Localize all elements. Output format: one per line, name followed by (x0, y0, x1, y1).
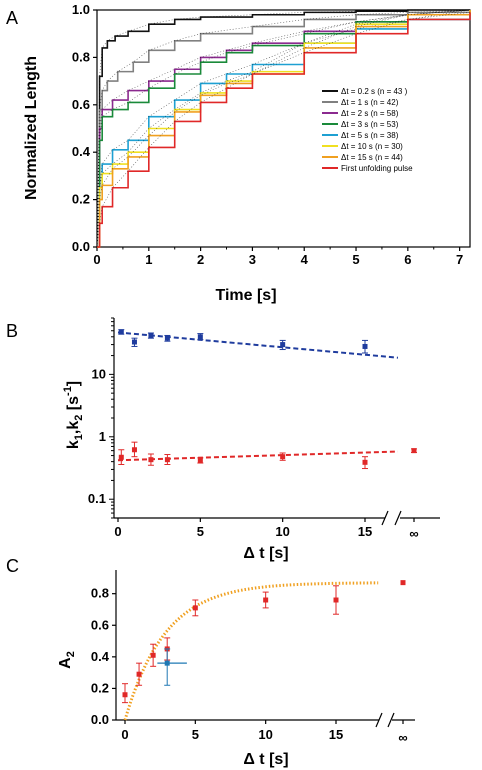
panel-a-x-tick-label: 1 (145, 252, 152, 267)
panel-b-data-point (164, 335, 170, 341)
panel-b-chart: 0 5 10 15 ∞ 0.1 1 10 Δ t [s] k1,k2 [s-1] (62, 317, 440, 562)
panel-b-y-label: k1,k2 [s-1] (62, 381, 85, 449)
panel-c-x-tick-label: 0 (121, 727, 128, 742)
panel-b-data-point (131, 339, 137, 345)
panel-a-fit-line (96, 9, 471, 248)
panel-c-y-tick-label: 0.0 (91, 712, 109, 727)
panel-a-frame (96, 9, 471, 248)
panel-b-y-tick-label: 1 (99, 429, 106, 444)
panel-a-fit-line (96, 12, 471, 248)
panel-c-data-point (150, 652, 156, 658)
panel-c-y-tick-label: 0.8 (91, 586, 109, 601)
panel-a-series-line (97, 12, 471, 248)
panel-label-b: B (6, 321, 18, 341)
panel-b-y-tick-label: 10 (92, 366, 106, 381)
panel-a-y-tick-label: 1.0 (72, 2, 90, 17)
panel-b-fit-line (117, 450, 398, 462)
panel-b-data-point (411, 448, 417, 454)
panel-b-data-point (280, 454, 286, 460)
panel-a-series-line (97, 10, 471, 248)
panel-a-x-tick-label: 3 (249, 252, 256, 267)
panel-c-y-tick-label: 0.6 (91, 617, 109, 632)
panel-c-x-tick-label: 5 (192, 727, 199, 742)
panel-b-data-point (362, 459, 368, 465)
panel-a-legend-label: Δt = 1 s (n = 42) (341, 98, 399, 107)
panel-b-axis-break-mark (381, 510, 389, 526)
panel-b-x-tick-label: 15 (358, 524, 372, 539)
panel-b-data-point (197, 457, 203, 463)
panel-b-x-tick-label: 10 (275, 524, 289, 539)
panel-a-y-label: Normalized Length (23, 56, 40, 200)
panel-a-legend-label: Δt = 2 s (n = 58) (341, 109, 399, 118)
panel-c-y-label: A2 (57, 651, 77, 669)
panel-a-y-tick-label: 0.0 (72, 239, 90, 254)
panel-label-a: A (6, 8, 18, 28)
panel-a-legend-label: Δt = 5 s (n = 38) (341, 131, 399, 140)
panel-c-x-tick-label: ∞ (398, 730, 407, 745)
panel-b-data-point (118, 329, 124, 335)
panel-c-axis-break-mark (375, 712, 383, 728)
panel-b-x-tick-label: ∞ (409, 526, 418, 541)
panel-b-data-point (197, 334, 203, 340)
panel-a-x-tick-label: 5 (352, 252, 359, 267)
panel-a-x-tick-label: 4 (301, 252, 309, 267)
panel-a-y-tick-label: 0.8 (72, 49, 90, 64)
panel-a-series-line (97, 9, 470, 248)
panel-c-data-point (263, 597, 269, 603)
panel-a-legend-label: First unfolding pulse (341, 164, 413, 173)
panel-a-legend-label: Δt = 3 s (n = 53) (341, 120, 399, 129)
panel-c-data-point (136, 671, 142, 677)
panel-c-y-tick-label: 0.4 (91, 649, 110, 664)
panel-b-data-point (164, 457, 170, 463)
panel-b-y-tick-label: 0.1 (88, 491, 106, 506)
panel-a-y-tick-label: 0.2 (72, 192, 90, 207)
panel-a-chart: 0 1 2 3 4 5 6 7 0.0 0.2 0.4 0.6 0.8 1.0 Δt = 0.2 s (n … (23, 2, 471, 304)
panel-b-x-label: Δ t [s] (243, 545, 288, 562)
panel-a-x-tick-label: 0 (93, 252, 100, 267)
panel-a-y-tick-label: 0.4 (72, 144, 91, 159)
panel-c-x-tick-label: 15 (329, 727, 343, 742)
panel-b-data-point (131, 447, 137, 453)
panel-c-x-label: Δ t [s] (243, 751, 288, 768)
panel-a-x-label: Time [s] (215, 287, 276, 304)
panel-c-data-point (400, 580, 406, 586)
panel-b-fit-line (117, 331, 399, 359)
panel-c-fit-curve (123, 581, 379, 721)
panel-a-fit-line (96, 9, 471, 248)
panel-a-legend-label: Δt = 0.2 s (n = 43 ) (341, 87, 408, 96)
panel-c-data-point (122, 692, 128, 698)
panel-a-x-tick-label: 7 (456, 252, 463, 267)
panel-a-fit-line (96, 9, 471, 248)
panel-b-x-tick-label: 5 (197, 524, 204, 539)
panel-b-data-point (148, 332, 154, 338)
panel-b-axis-break-mark (394, 510, 402, 526)
panel-a-x-tick-label: 2 (197, 252, 204, 267)
panel-a-legend-label: Δt = 15 s (n = 44) (341, 153, 403, 162)
panel-a-legend-label: Δt = 10 s (n = 30) (341, 142, 403, 151)
panel-b-data-point (148, 457, 154, 463)
panel-a-y-tick-label: 0.6 (72, 97, 90, 112)
panel-c-y-tick-label: 0.2 (91, 680, 109, 695)
panel-b-data-point (118, 454, 124, 460)
panel-b-data-point (280, 342, 286, 348)
panel-b-x-tick-label: 0 (114, 524, 121, 539)
panel-c-data-point (164, 660, 170, 666)
panel-label-c: C (6, 556, 19, 576)
panel-c-x-tick-label: 10 (258, 727, 272, 742)
panel-c-data-point (192, 605, 198, 611)
panel-c-axis-break-mark (387, 712, 395, 728)
panel-a-x-tick-label: 6 (404, 252, 411, 267)
panel-b-data-point (362, 343, 368, 349)
panel-c-chart: 0 5 10 15 ∞ 0.0 0.2 0.4 0.6 0.8 Δ t [s] A2 (57, 570, 415, 768)
panel-c-data-point (333, 597, 339, 603)
